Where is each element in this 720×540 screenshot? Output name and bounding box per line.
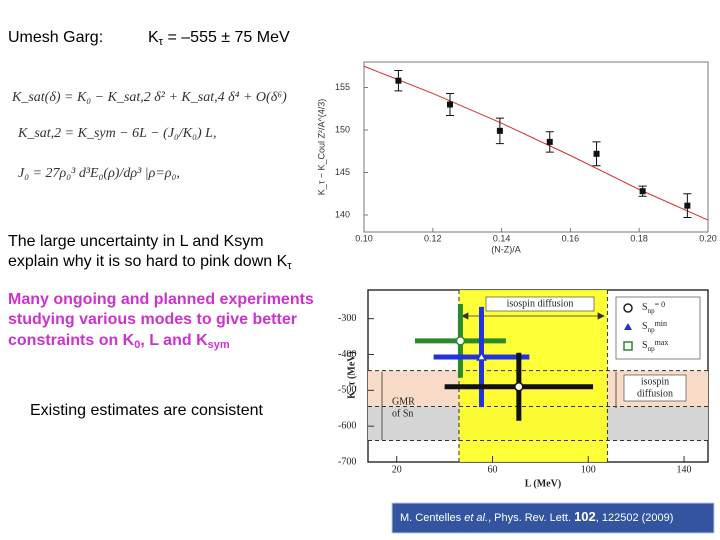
x-tick-label: 20 — [392, 464, 402, 475]
text2-line: Many ongoing and planned experiments — [8, 291, 314, 308]
text3: Existing estimates are consistent — [30, 402, 264, 419]
center-marker — [514, 382, 524, 392]
data-point — [496, 127, 503, 134]
y-axis-label: K_τ (MeV) — [346, 351, 357, 399]
ref-part: M. Centelles — [400, 512, 464, 524]
x-tick-label: 140 — [677, 464, 692, 475]
legend-sup: min — [655, 319, 667, 328]
y-tick-label: 140 — [335, 209, 350, 219]
y-tick-label: 145 — [335, 167, 350, 177]
x-tick-label: 0.10 — [355, 233, 373, 243]
text2-sub: 0 — [134, 339, 140, 351]
data-point — [684, 202, 691, 209]
annotation: GMR — [392, 396, 415, 407]
y-tick-label: -300 — [338, 313, 356, 324]
legend-sub: np — [648, 307, 656, 315]
legend-sub: np — [648, 345, 656, 353]
result-sub: τ — [159, 36, 164, 48]
y-tick-label: -400 — [338, 349, 356, 360]
y-tick-label: -700 — [338, 456, 356, 467]
legend-s: S — [642, 340, 648, 351]
x-axis-label: (N-Z)/A — [491, 244, 521, 254]
formula: K_sat(δ) = K₀ − K_sat,2 δ² + K_sat,4 δ⁴ … — [11, 90, 287, 105]
fit-line — [363, 65, 709, 221]
ref-part: et al. — [464, 512, 488, 524]
data-point — [395, 77, 402, 84]
x-tick-label: 0.18 — [630, 233, 648, 243]
ref-part: , Phys. Rev. Lett. — [488, 512, 574, 524]
legend-sup: max — [655, 338, 669, 347]
formula: J₀ = 27ρ₀³ d³E₀(ρ)/dρ³ |ρ=ρ₀, — [18, 166, 180, 181]
legend-sub: np — [648, 326, 656, 334]
annotation-box — [485, 296, 595, 312]
legend-label: Snpmax — [642, 338, 668, 353]
annotation: isospin — [641, 376, 669, 387]
legend-label: Snpmin — [642, 319, 667, 334]
result-k: K — [148, 29, 159, 46]
text2-line: studying various modes to give better — [8, 311, 297, 328]
center-marker — [455, 336, 466, 346]
y-tick-label: -500 — [338, 385, 356, 396]
legend-s: S — [642, 321, 648, 332]
x-tick-label: 0.16 — [562, 233, 580, 243]
plot-frame — [363, 61, 709, 233]
text1-part: explain why it is so hard to pink down K — [8, 253, 288, 270]
arrow — [461, 312, 605, 320]
text2-sub: sym — [208, 339, 230, 351]
legend-s: S — [642, 302, 648, 313]
legend-marker — [624, 323, 632, 330]
y-tick-label: 155 — [335, 82, 350, 92]
y-tick-label: -600 — [338, 420, 356, 431]
y-axis-label: K_τ − K_Coul Z²/A^(4/3) — [316, 99, 326, 196]
legend-sup: = 0 — [655, 300, 666, 309]
author: Umesh Garg: — [8, 29, 103, 46]
text2-part: , L and K — [140, 332, 208, 349]
x-axis-label: L (MeV) — [525, 478, 561, 489]
annotation: isospin diffusion — [507, 298, 574, 309]
legend-marker — [623, 303, 633, 313]
ref-part: , 122502 (2009) — [596, 512, 674, 524]
legend-marker — [623, 341, 633, 351]
data-point — [593, 150, 600, 157]
text2-part: constraints on K — [8, 332, 135, 349]
result: Kτ = –555 ± 75 MeV — [148, 29, 290, 48]
annotation: of Sn — [392, 408, 413, 419]
data-point — [447, 101, 453, 108]
ref-part: 102 — [574, 509, 596, 524]
x-tick-label: 0.14 — [493, 233, 511, 243]
annotation: diffusion — [637, 388, 673, 399]
y-tick-label: 150 — [335, 124, 350, 134]
legend-label: Snp= 0 — [642, 300, 665, 315]
data-point — [639, 188, 646, 195]
x-tick-label: 0.20 — [699, 233, 717, 243]
data-point — [546, 138, 553, 145]
x-tick-label: 60 — [488, 464, 498, 475]
text1-line: explain why it is so hard to pink down K… — [8, 253, 292, 272]
result-rest: = –555 ± 75 MeV — [163, 29, 290, 46]
x-tick-label: 0.12 — [424, 233, 442, 243]
reference-box — [391, 502, 715, 534]
reference: M. Centelles et al., Phys. Rev. Lett. 10… — [400, 509, 673, 524]
formula: K_sat,2 = K_sym − 6L − (J₀/K₀) L, — [17, 126, 216, 141]
text1-sub: τ — [287, 260, 292, 272]
center-marker — [476, 351, 487, 361]
text2-line: constraints on K0, L and Ksym — [8, 332, 230, 351]
x-tick-label: 100 — [581, 464, 596, 475]
annotation-box — [623, 374, 687, 402]
text1-line: The large uncertainty in L and Ksym — [8, 233, 264, 250]
